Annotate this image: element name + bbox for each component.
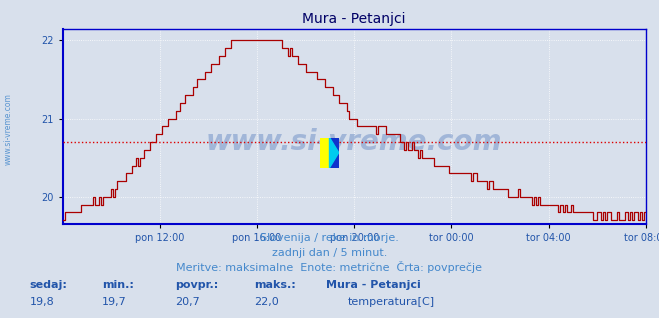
Text: Meritve: maksimalne  Enote: metrične  Črta: povprečje: Meritve: maksimalne Enote: metrične Črta… [177,261,482,273]
Polygon shape [330,137,339,168]
Text: www.si-vreme.com: www.si-vreme.com [206,128,502,156]
Bar [320,137,330,168]
Text: www.si-vreme.com: www.si-vreme.com [3,93,13,165]
Text: zadnji dan / 5 minut.: zadnji dan / 5 minut. [272,248,387,258]
Text: sedaj:: sedaj: [30,280,67,290]
Text: Mura - Petanjci: Mura - Petanjci [326,280,421,290]
Text: 20,7: 20,7 [175,297,200,307]
Text: Slovenija / reke in morje.: Slovenija / reke in morje. [260,233,399,243]
Text: 19,8: 19,8 [30,297,55,307]
Bar [330,137,339,168]
Title: Mura - Petanjci: Mura - Petanjci [302,12,406,26]
Text: min.:: min.: [102,280,134,290]
Text: povpr.:: povpr.: [175,280,218,290]
Text: 19,7: 19,7 [102,297,127,307]
Text: 22,0: 22,0 [254,297,279,307]
Text: maks.:: maks.: [254,280,295,290]
Text: temperatura[C]: temperatura[C] [347,297,434,307]
